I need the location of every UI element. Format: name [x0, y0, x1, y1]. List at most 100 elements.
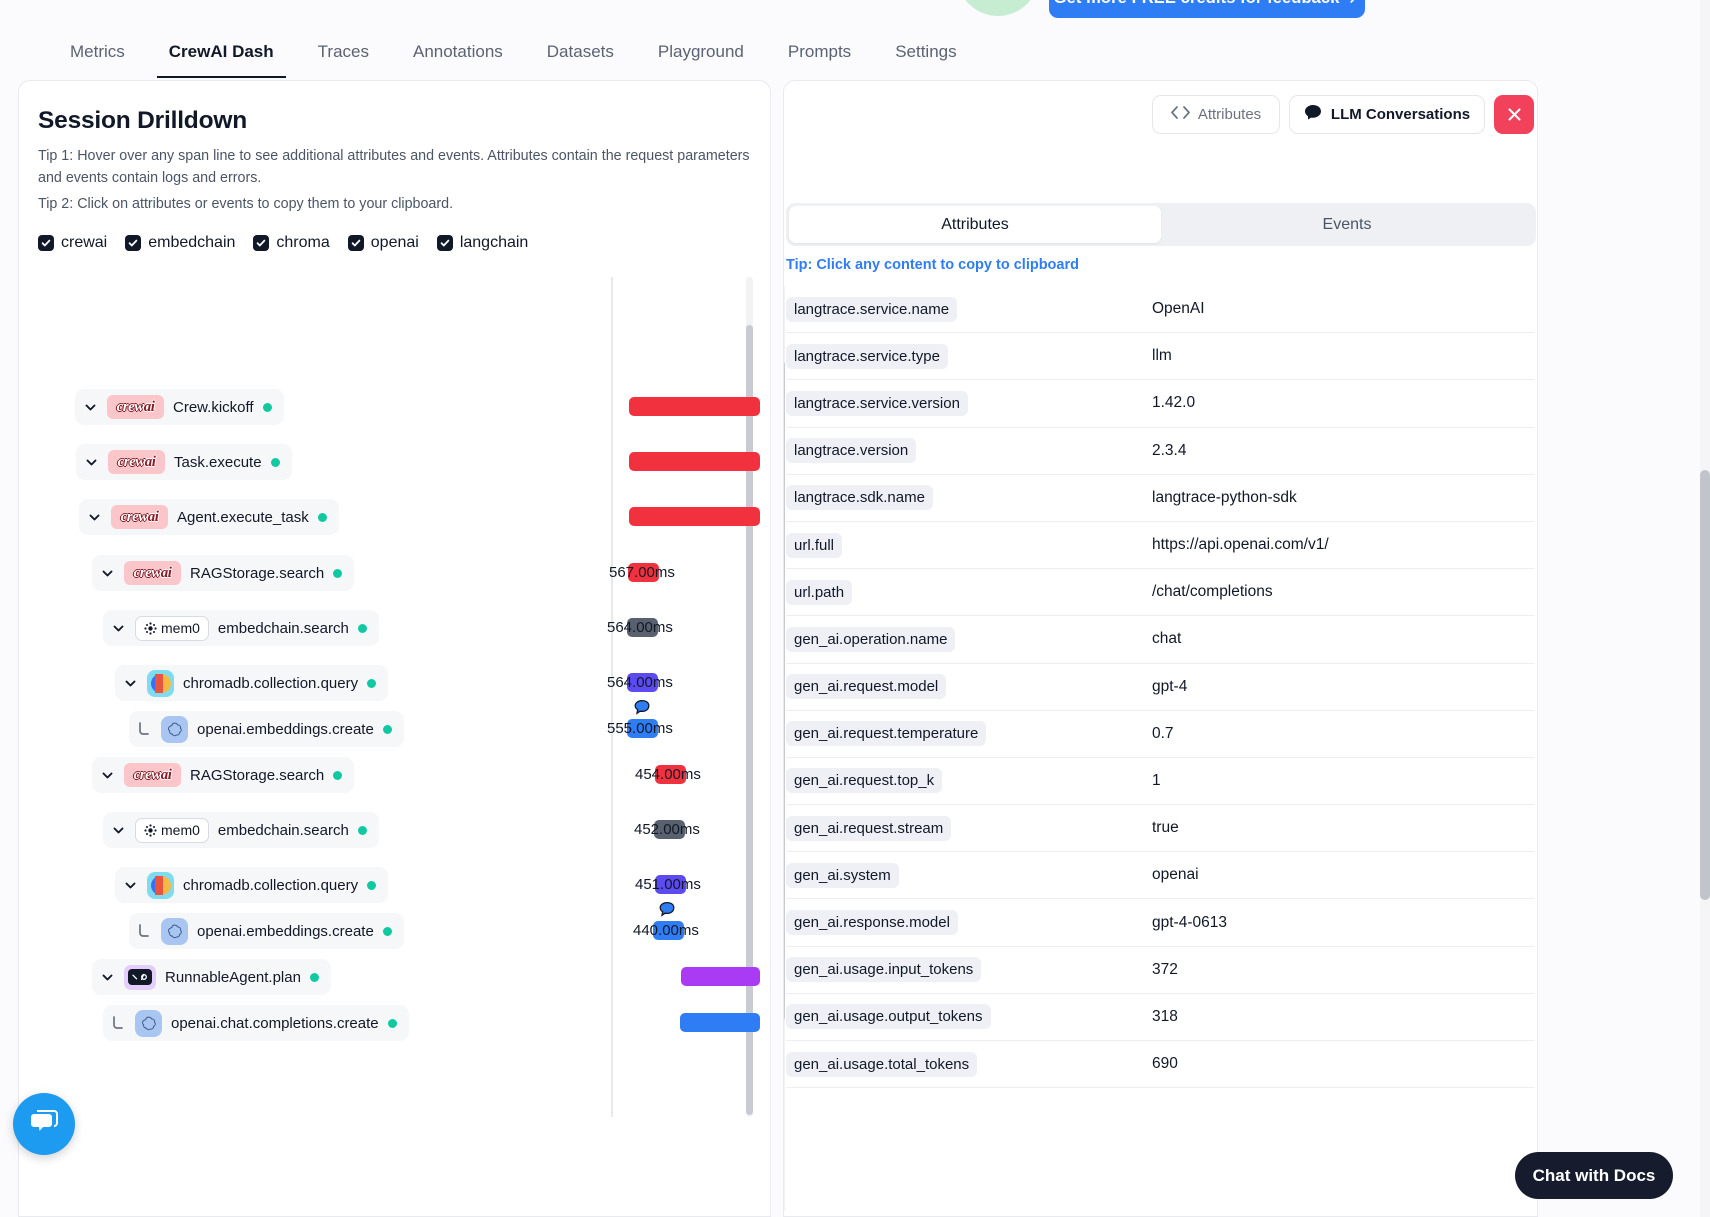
chevron-down-icon[interactable]: [111, 621, 126, 636]
span-duration-bar[interactable]: [629, 452, 760, 471]
span-row[interactable]: mem0 embedchain.search: [103, 812, 379, 848]
llm-conversations-button[interactable]: LLM Conversations: [1289, 95, 1485, 134]
span-pill[interactable]: mem0 embedchain.search: [103, 812, 379, 848]
span-duration-bar[interactable]: [681, 967, 760, 986]
attribute-key[interactable]: langtrace.service.name: [786, 296, 958, 322]
span-row[interactable]: mem0 embedchain.search: [103, 610, 379, 646]
checkbox-icon[interactable]: [38, 235, 54, 251]
attribute-key[interactable]: url.full: [786, 532, 843, 558]
span-row[interactable]: chromadb.collection.query: [115, 867, 389, 903]
span-duration-bar[interactable]: [627, 673, 658, 692]
span-pill[interactable]: openai.embeddings.create: [129, 913, 404, 949]
tab-datasets[interactable]: Datasets: [525, 26, 636, 78]
attribute-key[interactable]: gen_ai.usage.input_tokens: [786, 957, 982, 983]
span-duration-bar[interactable]: [655, 765, 686, 784]
attribute-value[interactable]: true: [1152, 819, 1179, 837]
attribute-key[interactable]: gen_ai.request.temperature: [786, 721, 987, 747]
span-duration-bar[interactable]: [654, 820, 685, 839]
attribute-key[interactable]: gen_ai.request.model: [786, 674, 947, 700]
get-free-credits-button[interactable]: Get more FREE credits for feedback ↗: [1049, 0, 1365, 18]
span-duration-bar[interactable]: [653, 921, 684, 940]
span-row[interactable]: openai.chat.completions.create: [103, 1005, 409, 1041]
attribute-value[interactable]: 1: [1152, 771, 1161, 789]
span-row[interactable]: crew ai RAGStorage.search: [92, 757, 355, 793]
attribute-value[interactable]: 318: [1152, 1007, 1178, 1025]
chevron-down-icon[interactable]: [123, 878, 138, 893]
chat-widget-button[interactable]: [13, 1093, 75, 1155]
span-pill[interactable]: crew ai Crew.kickoff: [75, 389, 284, 425]
attribute-value[interactable]: gpt-4-0613: [1152, 913, 1227, 931]
attribute-row[interactable]: gen_ai.response.model gpt-4-0613: [786, 899, 1534, 947]
span-row[interactable]: RunnableAgent.plan: [92, 959, 331, 995]
attribute-value[interactable]: openai: [1152, 866, 1199, 884]
attribute-key[interactable]: gen_ai.request.top_k: [786, 768, 943, 794]
attribute-value[interactable]: 0.7: [1152, 724, 1174, 742]
span-duration-bar[interactable]: [629, 397, 760, 416]
attribute-key[interactable]: gen_ai.request.stream: [786, 815, 952, 841]
span-pill[interactable]: chromadb.collection.query: [115, 867, 389, 903]
attribute-value[interactable]: /chat/completions: [1152, 583, 1273, 601]
checkbox-icon[interactable]: [347, 235, 364, 251]
attribute-key[interactable]: langtrace.sdk.name: [786, 485, 933, 511]
filter-chroma[interactable]: chroma: [253, 234, 330, 252]
attribute-value[interactable]: langtrace-python-sdk: [1152, 488, 1297, 506]
attribute-row[interactable]: langtrace.sdk.name langtrace-python-sdk: [786, 475, 1534, 522]
filter-crewai[interactable]: crewai: [38, 234, 107, 252]
tab-events[interactable]: Events: [1161, 206, 1533, 243]
span-pill[interactable]: chromadb.collection.query: [115, 665, 389, 701]
attribute-row[interactable]: langtrace.service.version 1.42.0: [786, 380, 1534, 428]
attribute-key[interactable]: langtrace.version: [786, 438, 917, 464]
span-pill[interactable]: openai.embeddings.create: [129, 711, 404, 747]
checkbox-icon[interactable]: [253, 235, 270, 251]
span-pill[interactable]: crew ai Agent.execute_task: [79, 499, 339, 535]
attribute-value[interactable]: chat: [1152, 630, 1182, 648]
close-panel-button[interactable]: [1494, 95, 1534, 134]
chevron-down-icon[interactable]: [100, 768, 115, 783]
span-row[interactable]: chromadb.collection.query: [115, 665, 389, 701]
attribute-value[interactable]: 372: [1152, 960, 1178, 978]
attribute-key[interactable]: gen_ai.usage.output_tokens: [786, 1004, 991, 1030]
chevron-down-icon[interactable]: [84, 455, 99, 470]
attribute-row[interactable]: gen_ai.request.stream true: [786, 805, 1534, 853]
span-pill[interactable]: RunnableAgent.plan: [92, 959, 331, 995]
attribute-value[interactable]: gpt-4: [1152, 677, 1188, 695]
span-duration-bar[interactable]: [680, 1013, 760, 1032]
span-pill[interactable]: openai.chat.completions.create: [103, 1005, 409, 1041]
window-scrollbar-thumb[interactable]: [1700, 470, 1710, 900]
span-event-bubble-icon[interactable]: [633, 699, 651, 715]
span-row[interactable]: crew ai Task.execute: [76, 444, 292, 480]
tab-playground[interactable]: Playground: [636, 26, 766, 78]
attribute-key[interactable]: gen_ai.usage.total_tokens: [786, 1051, 978, 1077]
chevron-down-icon[interactable]: [123, 676, 138, 691]
attribute-value[interactable]: 2.3.4: [1152, 441, 1187, 459]
attribute-value[interactable]: 690: [1152, 1055, 1178, 1073]
tab-crewai-dash[interactable]: CrewAI Dash: [147, 26, 296, 78]
attribute-key[interactable]: gen_ai.system: [786, 862, 899, 888]
tab-prompts[interactable]: Prompts: [766, 26, 873, 78]
span-event-bubble-icon[interactable]: [658, 901, 676, 917]
attribute-value[interactable]: llm: [1152, 347, 1172, 365]
attribute-row[interactable]: url.full https://api.openai.com/v1/: [786, 522, 1534, 570]
chevron-down-icon[interactable]: [111, 823, 126, 838]
tab-metrics[interactable]: Metrics: [48, 26, 147, 78]
attribute-key[interactable]: gen_ai.response.model: [786, 910, 958, 936]
attribute-key[interactable]: url.path: [786, 579, 853, 605]
chevron-down-icon[interactable]: [83, 400, 98, 415]
attribute-value[interactable]: OpenAI: [1152, 300, 1205, 318]
attribute-row[interactable]: langtrace.service.name OpenAI: [786, 286, 1534, 334]
span-duration-bar[interactable]: [629, 507, 760, 526]
attribute-key[interactable]: langtrace.service.type: [786, 343, 948, 369]
attribute-value[interactable]: 1.42.0: [1152, 394, 1196, 412]
span-pill[interactable]: crew ai RAGStorage.search: [92, 555, 355, 591]
attribute-row[interactable]: gen_ai.request.top_k 1: [786, 758, 1534, 806]
attribute-row[interactable]: gen_ai.usage.total_tokens 690: [786, 1041, 1534, 1089]
tab-annotations[interactable]: Annotations: [391, 26, 525, 78]
trace-scrollbar-thumb[interactable]: [746, 325, 753, 1115]
attribute-value[interactable]: https://api.openai.com/v1/: [1152, 536, 1329, 554]
span-row[interactable]: openai.embeddings.create: [129, 711, 404, 747]
span-pill[interactable]: mem0 embedchain.search: [103, 610, 379, 646]
attributes-scrollbar-thumb[interactable]: [784, 361, 785, 1021]
tab-attributes[interactable]: Attributes: [789, 206, 1161, 243]
span-row[interactable]: crew ai Crew.kickoff: [75, 389, 284, 425]
span-duration-bar[interactable]: [655, 875, 686, 894]
